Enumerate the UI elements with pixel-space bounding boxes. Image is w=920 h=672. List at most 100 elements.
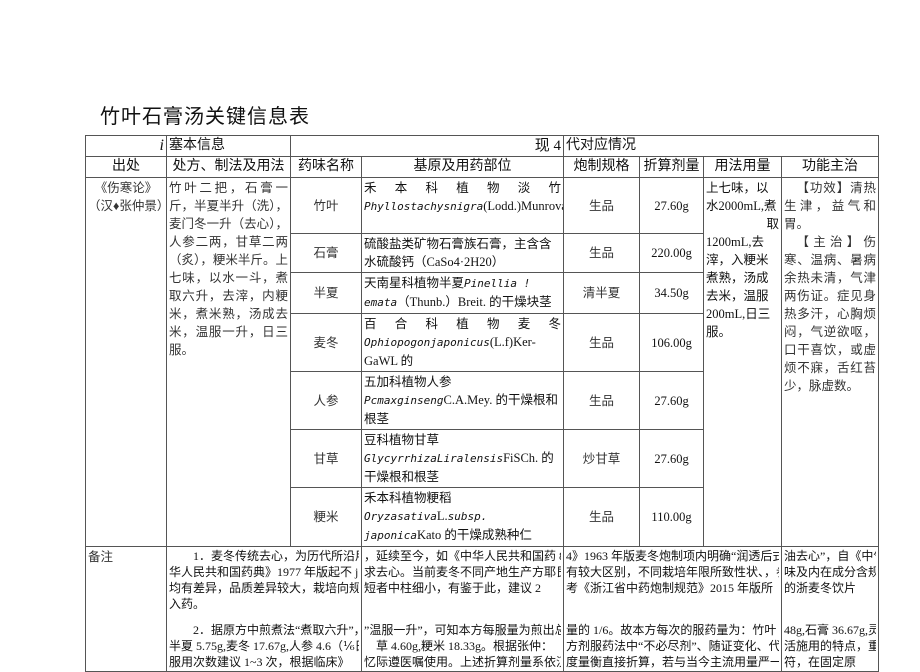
remark-line: 2．据原方中煎煮法“煮取六升”， bbox=[169, 623, 359, 637]
processing-spec: 炒甘草 bbox=[563, 429, 641, 488]
remarks-column: 4》1963 年版麦冬炮制项内明确“润透后式 有较大区别，不同栽培年限所致性状、，… bbox=[563, 546, 783, 672]
drug-name: 石膏 bbox=[290, 233, 362, 273]
drug-row: 麦冬百 合 科 植 物 麦 冬 Ophiopogonjaponicus(L.f)K… bbox=[86, 313, 879, 372]
remark-line: 48g,石膏 36.67g,灵 bbox=[784, 623, 877, 637]
col-header-dose: 折算剂量 bbox=[639, 156, 705, 178]
origin-text-segment: FiSCh. 的干燥根和根茎 bbox=[364, 451, 554, 484]
origin-text-segment: Ophiopogonjaponicus bbox=[364, 336, 490, 349]
origin-text-segment: （Thunb.）Breit. 的干燥块茎 bbox=[397, 295, 552, 309]
origin-text-segment: C.A.Mey. 的干燥根和根茎 bbox=[364, 393, 558, 426]
function-cell: 【功效】清热生津，益气和胃。 【主治】伤寒、温病、暑病余热未清，气津两伤证。症见身… bbox=[781, 177, 880, 547]
converted-dose: 27.60g bbox=[639, 429, 705, 488]
converted-dose: 110.00g bbox=[639, 487, 705, 547]
origin-text-segment: GlycyrrhizaLiralensis bbox=[364, 452, 504, 465]
remark-line: 求去心。当前麦冬不同产地生产方耶艮过 bbox=[364, 565, 562, 579]
origin-text-segment: Oryzasativa bbox=[364, 510, 437, 523]
origin-text-segment: 硫酸盐类矿物石膏族石膏，主含含水硫酸钙（CaSo4·2H20） bbox=[364, 237, 552, 269]
col-header-usage: 用法用量 bbox=[703, 156, 783, 178]
col-header-origin: 基原及用药部位 bbox=[360, 156, 565, 178]
origin-text-segment: L. bbox=[436, 509, 448, 523]
source-cell: 《伤寒论》（汉♦张仲景） bbox=[85, 177, 167, 547]
remarks-column: 油去心”，自《中气味及内在成分含规定的浙麦冬饮片 48g,石膏 36.67g,灵活… bbox=[781, 546, 880, 672]
origin-text-segment: (L.f)Ker-GaWL 的 bbox=[364, 335, 536, 368]
origin-text-segment: Phyllostachysnigra bbox=[364, 200, 484, 213]
remark-line: ，延续至今，如《中华人民共和国药 8 耳要 bbox=[364, 549, 561, 563]
converted-dose: 220.00g bbox=[639, 233, 705, 273]
header-basic-info: 塞本信息 bbox=[166, 135, 291, 157]
col-header-prescription: 处方、制法及用法 bbox=[166, 156, 291, 178]
drug-origin: 豆科植物甘草 GlycyrrhizaLiralensisFiSCh. 的干燥根和根… bbox=[360, 429, 565, 488]
converted-dose: 27.60g bbox=[639, 177, 705, 234]
origin-text-segment: Pinellia ! emata bbox=[364, 277, 531, 309]
remark-line: 考《浙江省中药炮制规范》2015 年版所 bbox=[566, 581, 774, 595]
origin-text-segment: 禾 本 科 植 物 淡 竹 bbox=[364, 181, 562, 195]
header-modern-info: 代对应情况 bbox=[563, 135, 880, 157]
header-group-row: i 塞本信息 现 4 代对应情况 bbox=[85, 135, 880, 157]
drug-name: 半夏 bbox=[290, 272, 362, 314]
processing-spec: 生品 bbox=[563, 177, 641, 234]
drug-row: 《伤寒论》（汉♦张仲景） 竹叶二把，石膏一斤，半夏半升（洗），麦门冬一升（去心），… bbox=[85, 177, 880, 547]
remark-line: 半夏 5.75g,麦冬 17.67g,人参 4.6（⅙日 bbox=[169, 639, 359, 653]
col-header-drug-name: 药味名称 bbox=[290, 156, 362, 178]
remark-line: 均有差异，品质差异较大，栽培向规格 bbox=[169, 581, 359, 595]
drug-name: 人参 bbox=[290, 371, 362, 430]
remark-line: 量的 1/6。故本方每次的服药量为：竹叶 4 景 bbox=[566, 623, 780, 637]
origin-text-segment: 天南星科植物半夏 bbox=[364, 276, 465, 290]
remark-line: 符，在固定原 bbox=[784, 655, 857, 669]
remarks-label: 备注 bbox=[85, 546, 167, 672]
processing-spec: 生品 bbox=[563, 233, 641, 273]
drug-row: 石膏 硫酸盐类矿物石膏族石膏，主含含水硫酸钙（CaSo4·2H20） 生品 220.0… bbox=[86, 233, 879, 273]
drug-name: 麦冬 bbox=[290, 313, 362, 372]
function-efficacy: 【功效】清热生津，益气和胃。 bbox=[784, 181, 877, 231]
drug-name: 竹叶 bbox=[290, 177, 362, 234]
remark-line: 方剂服药法中“不必尽剂”、随证变化、代 bbox=[566, 639, 780, 653]
col-header-function: 功能主治 bbox=[781, 156, 880, 178]
processing-spec: 清半夏 bbox=[563, 272, 641, 314]
remarks-row: 备注 1．麦冬传统去心，为历代所沿用 华人民共和国药典》1977 年版起不 j 量… bbox=[85, 546, 880, 672]
usage-line: 1200mL,去滓，入粳米煮熟，汤成去米，温服200mL,日三服。 bbox=[706, 235, 771, 339]
remark-line: 1．麦冬传统去心，为历代所沿用 bbox=[169, 549, 359, 563]
origin-text-segment: 百 合 科 植 物 麦 冬 bbox=[364, 317, 562, 331]
page-title: 竹叶石膏汤关键信息表 bbox=[100, 106, 310, 128]
drug-origin: 硫酸盐类矿物石膏族石膏，主含含水硫酸钙（CaSo4·2H20） bbox=[360, 233, 565, 273]
origin-text-segment: 豆科植物甘草 bbox=[364, 433, 440, 447]
remark-line: 油去心”，自《中气 bbox=[784, 549, 877, 563]
remark-line: 度量衡直接折算，若与当今主流用量严一 bbox=[566, 655, 780, 669]
header-marker: i bbox=[85, 135, 167, 157]
remark-line: 草 4.60g,粳米 18.33g。根据张仲： bbox=[364, 639, 554, 653]
converted-dose: 106.00g bbox=[639, 313, 705, 372]
converted-dose: 27.60g bbox=[639, 371, 705, 430]
prescription-cell: 竹叶二把，石膏一斤，半夏半升（洗），麦门冬一升（去心），人参二两，甘草二两（炙）… bbox=[166, 177, 291, 547]
origin-text-segment: Pcmaxginseng bbox=[364, 394, 444, 407]
origin-text-segment: 五加科植物人参 bbox=[364, 375, 452, 389]
drug-row: 半夏 天南星科植物半夏Pinellia ! emata（Thunb.）Breit.… bbox=[86, 272, 879, 314]
drug-origin: 五加科植物人参 PcmaxginsengC.A.Mey. 的干燥根和根茎 bbox=[360, 371, 565, 430]
drug-origin: 禾 本 科 植 物 淡 竹 Phyllostachysnigra(Lodd.)Mu… bbox=[360, 177, 565, 234]
remarks-column: ，延续至今，如《中华人民共和国药 8 耳要求去心。当前麦冬不同产地生产方耶艮过短… bbox=[360, 546, 565, 672]
key-info-table: i 塞本信息 现 4 代对应情况 出处 处方、制法及用法 药味名称 基原及用药部… bbox=[85, 135, 880, 672]
remark-line: 服用次数建议 1~3 次，根据临床》 bbox=[169, 655, 350, 669]
drug-name: 粳米 bbox=[290, 487, 362, 547]
remark-line: 短者中柱细小，有鉴于此，建议 2 bbox=[364, 581, 542, 595]
remark-line: 入药。 bbox=[169, 597, 206, 611]
drug-row: 人参 五加科植物人参 PcmaxginsengC.A.Mey. 的干燥根和根茎 生品 2… bbox=[86, 371, 879, 430]
origin-text-segment: (Lodd.)Munrovan bbox=[483, 199, 562, 213]
converted-dose: 34.50g bbox=[639, 272, 705, 314]
remark-line: 4》1963 年版麦冬炮制项内明确“润透后式 bbox=[566, 549, 780, 563]
drug-name: 甘草 bbox=[290, 429, 362, 488]
remark-line: ”温服一升”，可知本方每服量为煎出总甘 bbox=[364, 623, 562, 637]
processing-spec: 生品 bbox=[563, 313, 641, 372]
remark-line: 的浙麦冬饮片 bbox=[784, 581, 857, 595]
processing-spec: 生品 bbox=[563, 487, 641, 547]
remark-line: 活施用的特点，重不 bbox=[784, 639, 876, 653]
col-header-source: 出处 bbox=[85, 156, 167, 178]
remarks-column: 1．麦冬传统去心，为历代所沿用 华人民共和国药典》1977 年版起不 j 量均有差… bbox=[166, 546, 362, 672]
processing-spec: 生品 bbox=[563, 371, 641, 430]
function-indication: 【主治】伤寒、温病、暑病余热未清，气津两伤证。症见身热多汗，心胸烦闷，气逆欲呕，… bbox=[784, 235, 877, 393]
remark-line: 忆际遵医嘱使用。上述折算剂量系依汉， bbox=[364, 655, 562, 669]
col-header-processing: 炮制规格 bbox=[563, 156, 641, 178]
drug-origin: 天南星科植物半夏Pinellia ! emata（Thunb.）Breit. 的… bbox=[360, 272, 565, 314]
usage-cell: 上七味，以水2000mL,煮取 1200mL,去滓，入粳米煮熟，汤成去米，温服20… bbox=[703, 177, 783, 547]
usage-line: 取 bbox=[766, 217, 780, 231]
column-header-row: 出处 处方、制法及用法 药味名称 基原及用药部位 炮制规格 折算剂量 用法用量 … bbox=[85, 156, 880, 178]
